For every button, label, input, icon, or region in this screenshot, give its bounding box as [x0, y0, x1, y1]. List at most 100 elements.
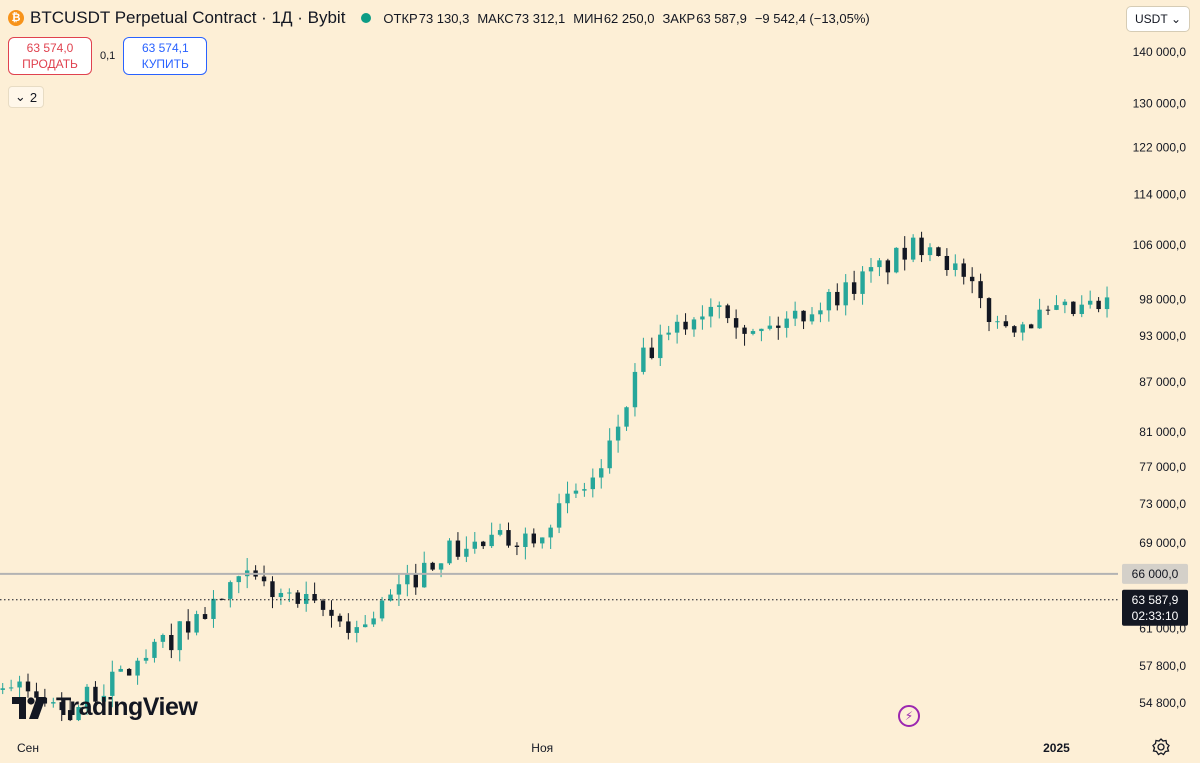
bitcoin-icon: ₿ [8, 10, 24, 26]
candle-body [936, 247, 941, 256]
candle-body [514, 545, 520, 547]
candle-body [860, 271, 865, 294]
candle-body [396, 584, 402, 595]
last-price-label-bg [1122, 589, 1188, 626]
candle-body [447, 540, 452, 564]
market-status-dot [361, 13, 372, 23]
candle-body [388, 594, 393, 601]
candle-body [691, 319, 697, 330]
low-label: МИН [573, 10, 603, 26]
candle-body [303, 594, 309, 604]
candle-body [658, 334, 663, 359]
candle-body [531, 533, 536, 544]
candle-body [42, 697, 48, 704]
candle-body [978, 281, 983, 299]
candle-body [185, 621, 191, 633]
candle-body [177, 621, 182, 651]
candle-body [51, 702, 56, 704]
candle-body [910, 237, 916, 260]
candle-body [683, 321, 688, 330]
candle-body [312, 594, 317, 601]
candle-body [371, 618, 376, 625]
time-axis: СенНоя2025МарМайИюлСенНоя2026МарМай [17, 741, 1070, 755]
ohlc-values: ОТКР73 130,3 МАКС73 312,1 МИН62 250,0 ЗА… [383, 11, 869, 26]
price-labels: 66 000,0 63 587,9 02:33:10 [1122, 563, 1188, 626]
candle-body [25, 681, 31, 692]
last-price-label: 63 587,9 [1132, 593, 1179, 607]
level-price-label: 66 000,0 [1132, 567, 1179, 581]
candle-body [126, 668, 132, 676]
candle-body [278, 592, 284, 598]
sell-label: ПРОДАТЬ [22, 57, 78, 71]
candle-body [953, 263, 958, 271]
candle-body [1071, 301, 1076, 315]
open-label: ОТКР [383, 10, 418, 26]
candle-body [354, 627, 359, 633]
candle-body [599, 468, 604, 478]
lightning-icon[interactable]: ⚡ [898, 705, 920, 727]
candle-body [776, 325, 781, 328]
candle-body [615, 426, 621, 441]
candle-body [1012, 326, 1017, 333]
candle-body [34, 691, 39, 698]
price-tick-label: 54 800,0 [1139, 696, 1186, 710]
candle-body [919, 237, 924, 256]
candle-body [573, 490, 579, 494]
chevron-down-icon: ⌄ [1170, 12, 1181, 26]
candle-body [455, 540, 461, 557]
candle-body [674, 321, 680, 333]
candlestick-series [0, 231, 1110, 722]
candle-body [76, 707, 81, 721]
buy-button[interactable]: 63 574,1 КУПИТЬ [123, 37, 208, 75]
candle-body [540, 537, 545, 544]
candle-body [430, 562, 435, 570]
candle-body [624, 407, 629, 427]
price-tick-label: 140 000,0 [1133, 45, 1187, 59]
candle-body [118, 668, 123, 672]
candle-body [135, 660, 140, 676]
horizontal-line-66000[interactable] [0, 572, 1118, 601]
price-tick-label: 106 000,0 [1133, 238, 1187, 252]
bar-countdown-label: 02:33:10 [1132, 609, 1179, 623]
currency-select[interactable]: USDT ⌄ [1126, 6, 1190, 32]
candle-body [641, 347, 646, 372]
candle-body [843, 282, 848, 306]
price-tick-label: 81 000,0 [1139, 425, 1186, 439]
candle-body [379, 600, 385, 619]
candle-body [1020, 324, 1025, 333]
candle-body [219, 598, 225, 600]
candle-body [329, 609, 334, 616]
price-tick-label: 69 000,0 [1139, 536, 1186, 550]
candle-body [708, 306, 714, 317]
candle-body [818, 310, 823, 315]
brand-name: TradingView [56, 693, 198, 721]
candle-body [506, 530, 511, 546]
candle-body [801, 310, 806, 322]
chevron-down-icon: ⌄ [14, 89, 26, 104]
candle-body [902, 247, 907, 260]
price-tick-label: 73 000,0 [1139, 497, 1186, 511]
candle-body [169, 635, 174, 651]
candle-body [700, 316, 705, 320]
tradingview-logo-icon [12, 696, 46, 719]
price-tick-label: 114 000,0 [1134, 188, 1187, 202]
candle-body [1045, 309, 1051, 311]
price-tick-label: 130 000,0 [1133, 96, 1187, 110]
sell-button[interactable]: 63 574,0 ПРОДАТЬ [8, 37, 92, 75]
candle-body [320, 600, 326, 610]
tradingview-logo: TradingView [12, 693, 198, 722]
price-axis-panel[interactable] [1118, 0, 1200, 763]
buy-label: КУПИТЬ [141, 57, 189, 71]
symbol-title[interactable]: BTCUSDT Perpetual Contract · 1Д · Bybit [30, 8, 346, 27]
close-value: 63 587,9 [696, 10, 747, 26]
candle-body [1003, 321, 1009, 327]
candle-body [152, 641, 157, 658]
candle-body [346, 621, 351, 633]
indicators-toggle[interactable]: ⌄ 2 [8, 86, 44, 108]
candle-body [1028, 324, 1034, 329]
candle-body [472, 541, 477, 549]
price-tick-label: 87 000,0 [1139, 375, 1186, 389]
candle-body [1037, 309, 1042, 329]
gear-icon[interactable] [1152, 738, 1170, 756]
